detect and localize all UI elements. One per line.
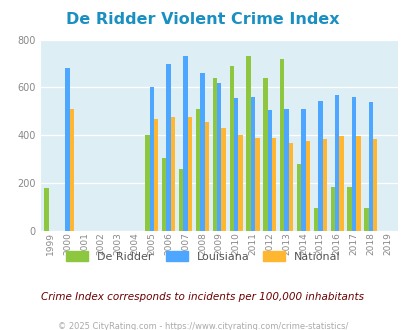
- Bar: [363, 208, 368, 231]
- Bar: [44, 188, 49, 231]
- Bar: [305, 141, 309, 231]
- Bar: [301, 109, 305, 231]
- Bar: [187, 117, 192, 231]
- Bar: [313, 208, 318, 231]
- Bar: [183, 56, 187, 231]
- Bar: [250, 97, 254, 231]
- Bar: [166, 64, 171, 231]
- Bar: [179, 169, 183, 231]
- Bar: [284, 109, 288, 231]
- Bar: [318, 101, 322, 231]
- Bar: [233, 98, 238, 231]
- Bar: [355, 137, 360, 231]
- Text: © 2025 CityRating.com - https://www.cityrating.com/crime-statistics/: © 2025 CityRating.com - https://www.city…: [58, 322, 347, 330]
- Bar: [262, 78, 267, 231]
- Bar: [296, 164, 301, 231]
- Bar: [267, 110, 271, 231]
- Text: Crime Index corresponds to incidents per 100,000 inhabitants: Crime Index corresponds to incidents per…: [41, 292, 364, 302]
- Bar: [171, 117, 175, 231]
- Bar: [212, 78, 217, 231]
- Bar: [162, 158, 166, 231]
- Bar: [279, 59, 284, 231]
- Bar: [372, 139, 377, 231]
- Legend: De Ridder, Louisiana, National: De Ridder, Louisiana, National: [61, 247, 344, 267]
- Bar: [195, 109, 200, 231]
- Bar: [339, 137, 343, 231]
- Bar: [334, 95, 339, 231]
- Bar: [149, 87, 153, 231]
- Bar: [271, 138, 276, 231]
- Bar: [330, 187, 334, 231]
- Bar: [200, 73, 204, 231]
- Bar: [322, 139, 326, 231]
- Bar: [65, 68, 70, 231]
- Bar: [254, 138, 259, 231]
- Bar: [217, 83, 221, 231]
- Bar: [153, 118, 158, 231]
- Bar: [238, 135, 242, 231]
- Bar: [204, 122, 209, 231]
- Bar: [288, 143, 292, 231]
- Bar: [368, 102, 372, 231]
- Bar: [347, 187, 351, 231]
- Bar: [246, 56, 250, 231]
- Text: De Ridder Violent Crime Index: De Ridder Violent Crime Index: [66, 12, 339, 26]
- Bar: [351, 97, 355, 231]
- Bar: [221, 128, 225, 231]
- Bar: [229, 66, 233, 231]
- Bar: [70, 109, 74, 231]
- Bar: [145, 135, 149, 231]
